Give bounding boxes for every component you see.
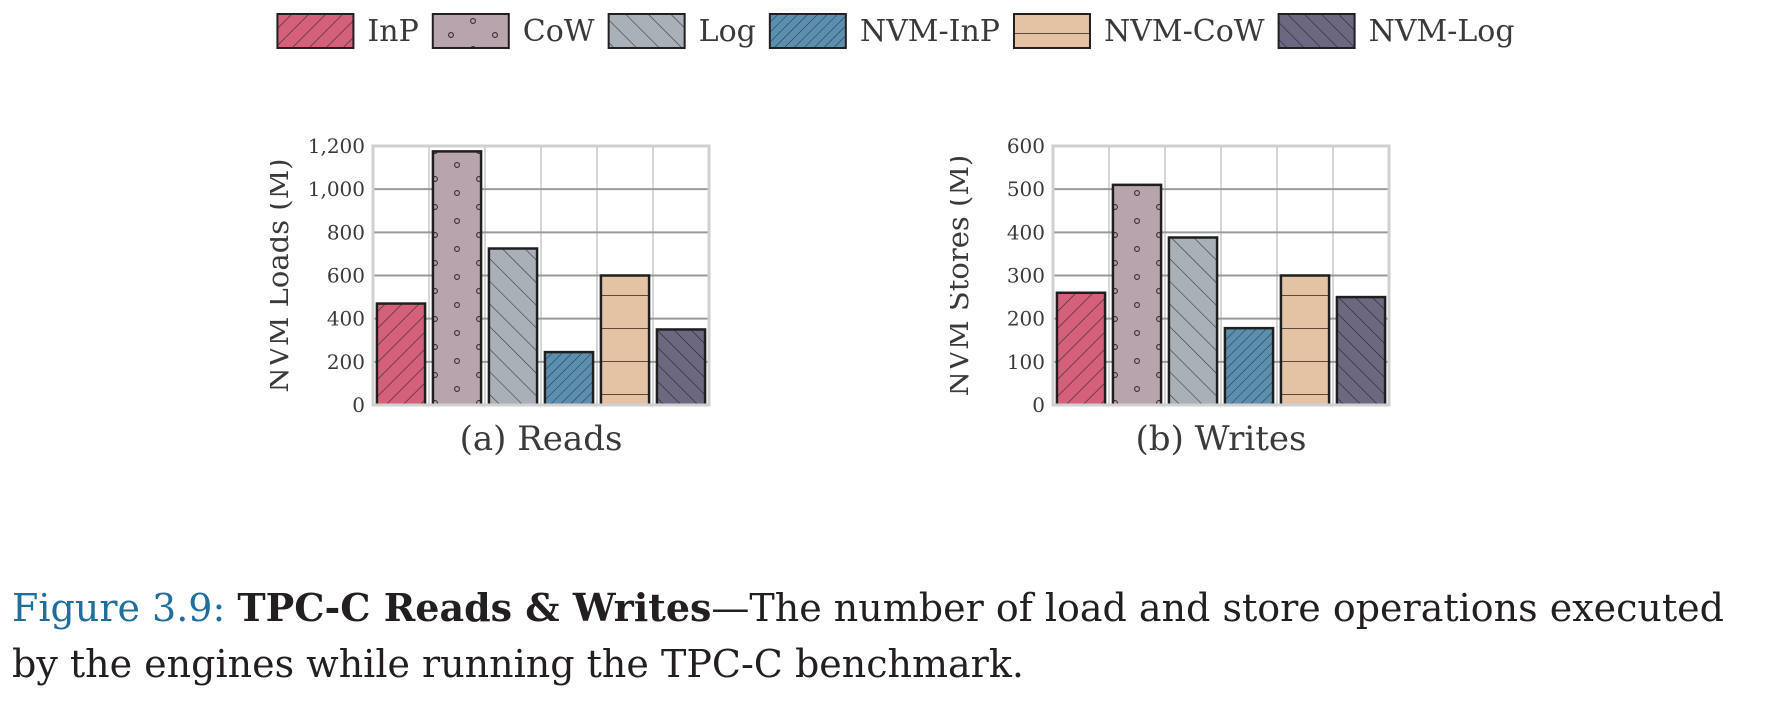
legend-item-inp: InP <box>276 13 419 49</box>
writes-bar-log <box>1167 236 1219 407</box>
writes-bar-nvm-inp <box>1223 326 1275 407</box>
legend-item-cow: CoW <box>431 13 595 49</box>
writes-ylabel: NVM Stores (M) <box>950 155 975 397</box>
reads-bar-inp <box>375 302 427 407</box>
reads-ytick-label: 600 <box>327 264 365 288</box>
writes-ytick-label: 600 <box>1007 134 1045 158</box>
legend-label-cow: CoW <box>523 14 595 49</box>
writes-ytick-label: 400 <box>1007 220 1045 244</box>
writes-plot-frame <box>1051 144 1391 407</box>
legend-label-nvm-inp: NVM-InP <box>860 14 1000 49</box>
reads-ytick-label: 800 <box>327 220 365 244</box>
legend-swatch-nvm-log <box>1277 13 1356 49</box>
legend-swatch-nvm-inp <box>768 13 847 49</box>
reads-plot-frame <box>371 144 711 407</box>
legend-label-nvm-log: NVM-Log <box>1369 14 1515 49</box>
legend-item-nvm-log: NVM-Log <box>1277 13 1515 49</box>
writes-subtitle: (b) Writes <box>1136 419 1307 459</box>
legend-item-nvm-cow: NVM-CoW <box>1012 13 1265 49</box>
writes-chart: 0 100 200 300 400 500 600 NVM Stores (M) (b) Wri… <box>950 134 1391 459</box>
writes-bar-inp <box>1055 291 1107 407</box>
legend-item-log: Log <box>607 13 756 49</box>
writes-ytick-label: 500 <box>1007 177 1045 201</box>
legend-swatch-cow <box>431 13 510 49</box>
figure-title: TPC-C Reads & Writes <box>237 585 712 630</box>
figure-number: Figure 3.9: <box>12 586 226 630</box>
legend-label-nvm-cow: NVM-CoW <box>1104 14 1265 49</box>
legend-item-nvm-inp: NVM-InP <box>768 13 1000 49</box>
legend-swatch-nvm-cow <box>1012 13 1091 49</box>
figure-caption-text: —The number of load and store operations… <box>12 586 1724 686</box>
reads-bar-nvm-inp <box>543 350 595 407</box>
figure-caption: Figure 3.9: TPC-C Reads & Writes—The num… <box>12 580 1772 692</box>
reads-bar-cow <box>431 150 483 407</box>
legend-label-inp: InP <box>367 14 418 49</box>
writes-ytick-label: 100 <box>1007 350 1045 374</box>
reads-ytick-label: 1,000 <box>308 177 365 201</box>
writes-ytick-label: 300 <box>1007 264 1045 288</box>
reads-chart: 0 200 400 600 800 1,000 1,200 NVM Loads (M) (a) … <box>270 134 711 459</box>
chart-legend: InP CoW Log NVM-InP NVM-CoW NVM-Log <box>276 13 1515 49</box>
reads-bar-nvm-log <box>655 328 707 407</box>
writes-bar-nvm-log <box>1335 295 1387 407</box>
writes-bar-nvm-cow <box>1279 274 1331 407</box>
reads-ytick-label: 400 <box>327 307 365 331</box>
legend-label-log: Log <box>699 14 756 49</box>
reads-bar-log <box>487 247 539 407</box>
reads-ylabel: NVM Loads (M) <box>270 158 295 392</box>
reads-bar-nvm-cow <box>599 274 651 407</box>
reads-subtitle: (a) Reads <box>460 419 623 459</box>
reads-ytick-label: 1,200 <box>308 134 365 158</box>
legend-swatch-inp <box>276 13 355 49</box>
legend-swatch-log <box>607 13 686 49</box>
writes-ytick-label: 0 <box>1032 393 1045 417</box>
writes-ytick-label: 200 <box>1007 307 1045 331</box>
writes-bar-cow <box>1111 183 1163 407</box>
reads-ytick-label: 200 <box>327 350 365 374</box>
reads-ytick-label: 0 <box>352 393 365 417</box>
